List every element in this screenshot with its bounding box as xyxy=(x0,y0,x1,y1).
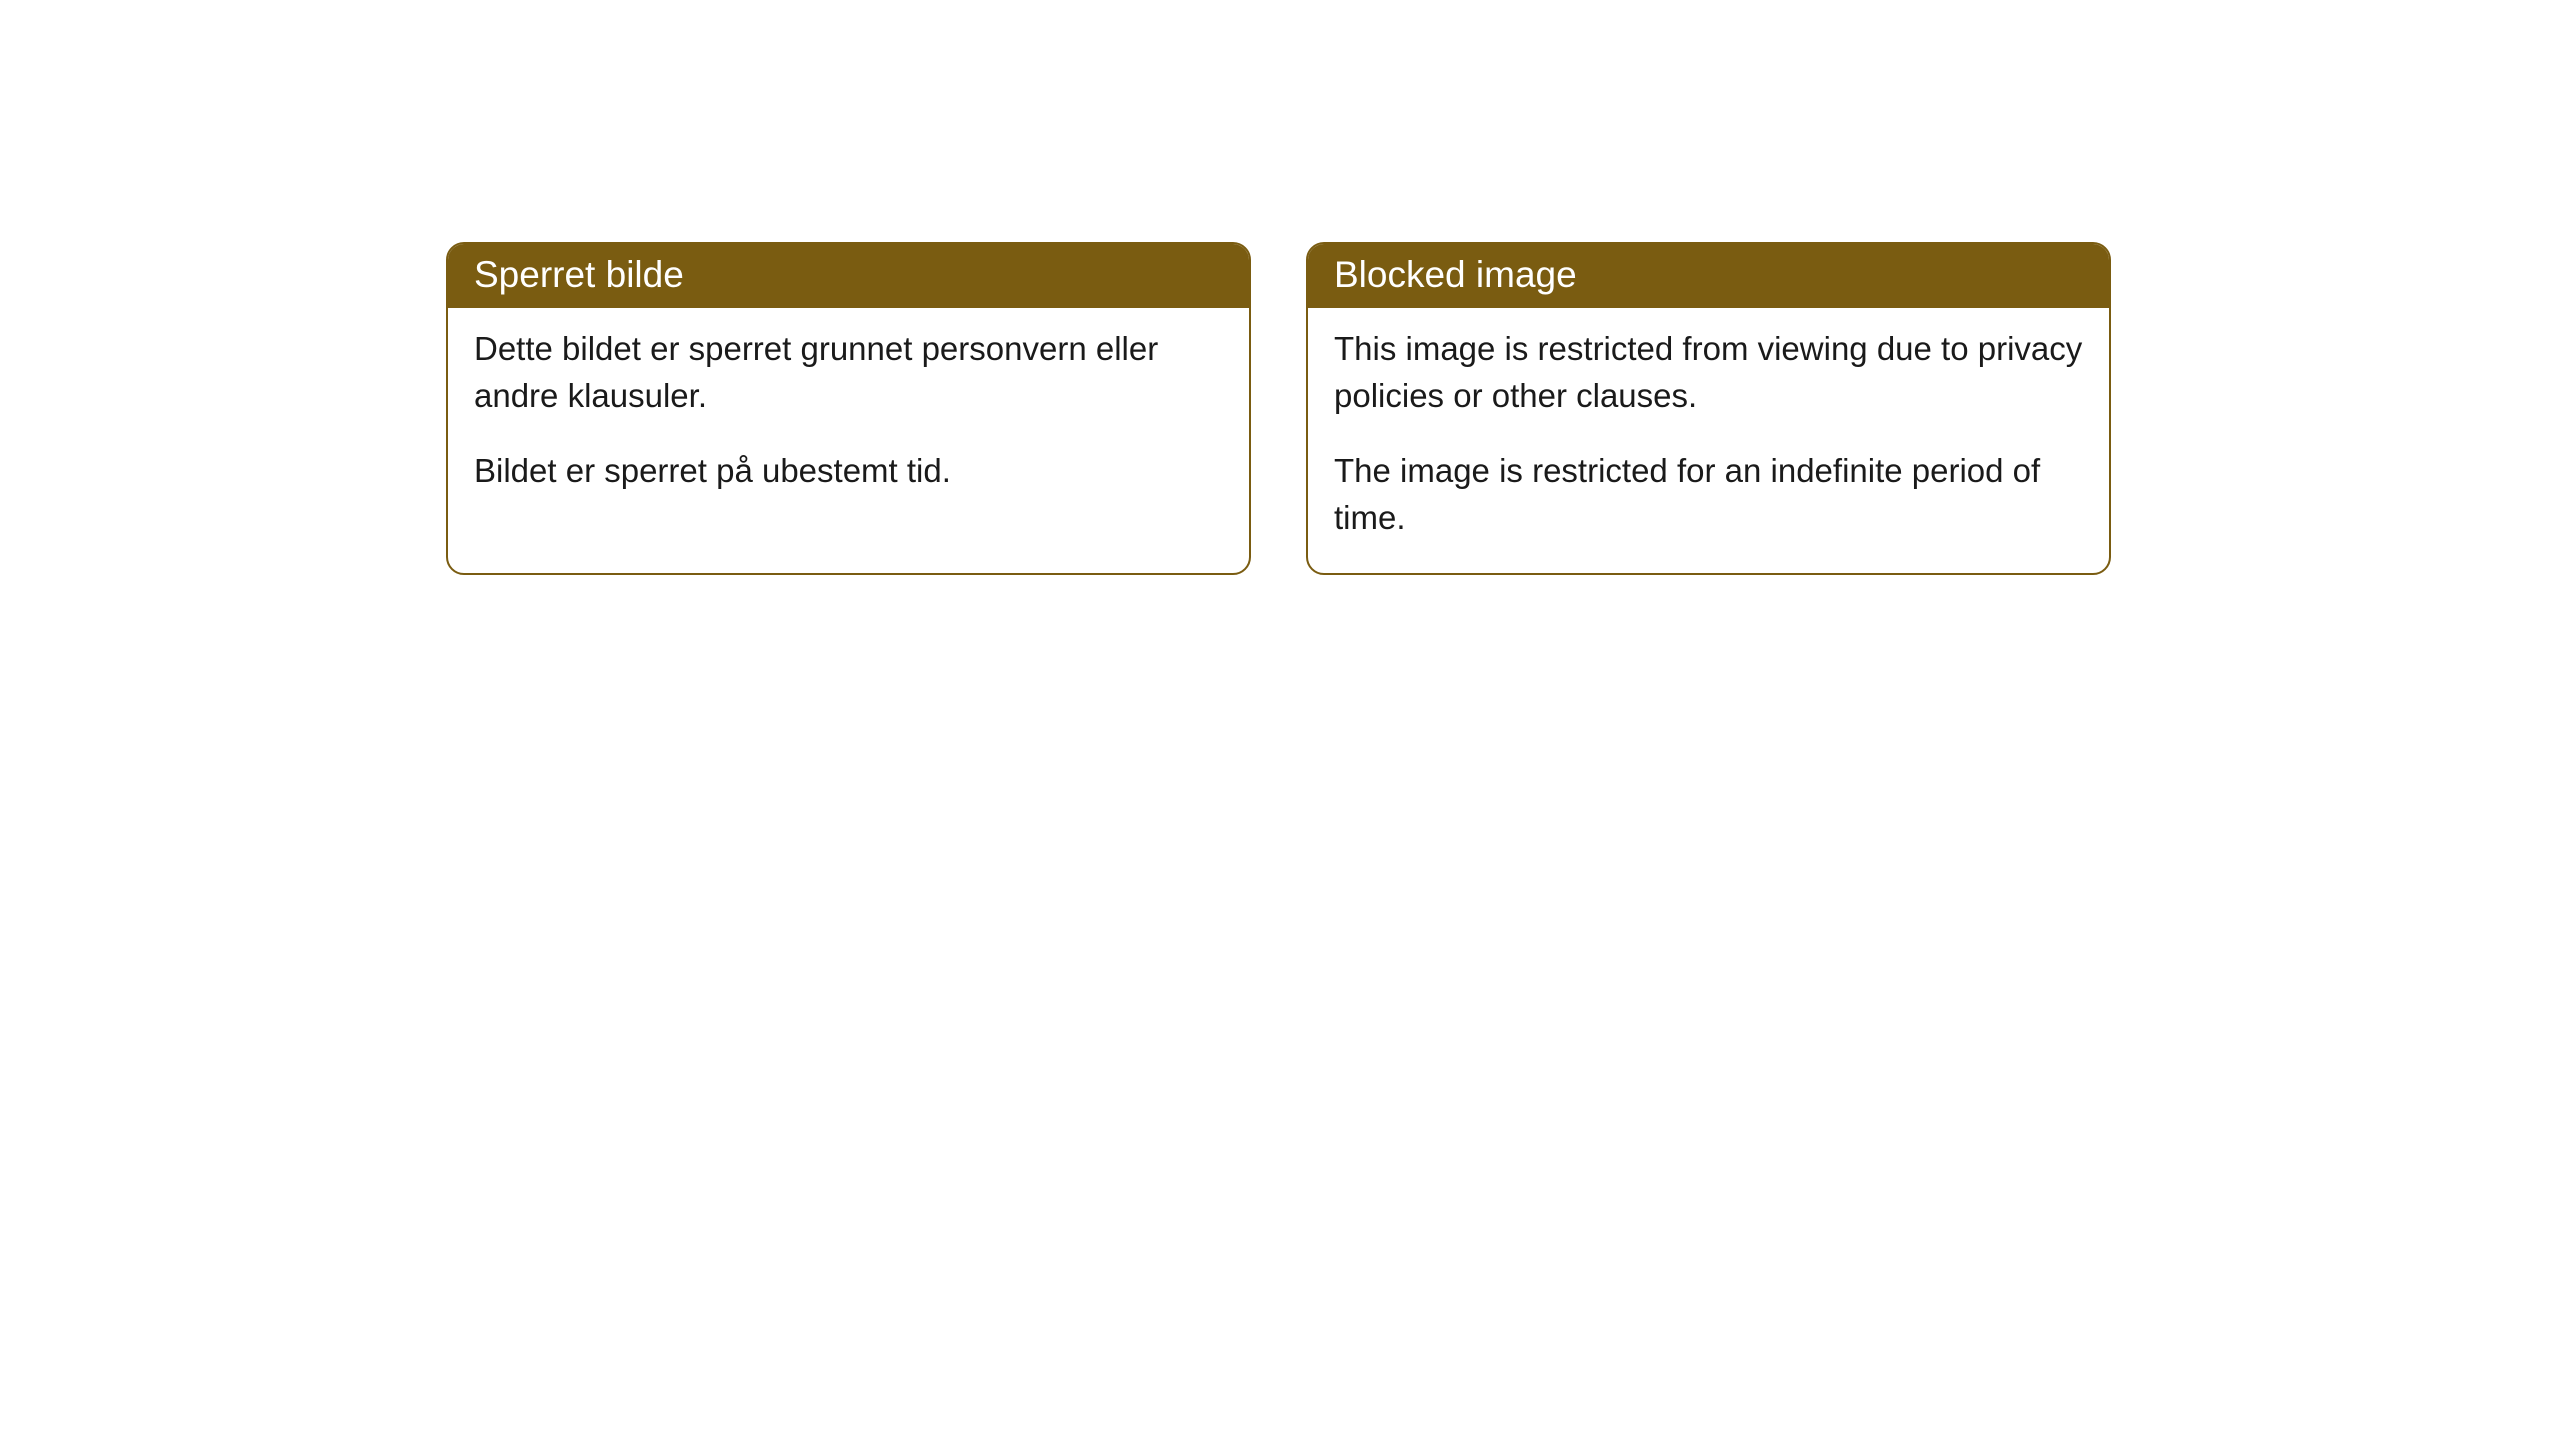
card-paragraph: Dette bildet er sperret grunnet personve… xyxy=(474,326,1223,420)
card-paragraph: Bildet er sperret på ubestemt tid. xyxy=(474,448,1223,495)
card-paragraph: The image is restricted for an indefinit… xyxy=(1334,448,2083,542)
notice-card-english: Blocked image This image is restricted f… xyxy=(1306,242,2111,575)
card-header: Sperret bilde xyxy=(448,244,1249,308)
card-paragraph: This image is restricted from viewing du… xyxy=(1334,326,2083,420)
card-header: Blocked image xyxy=(1308,244,2109,308)
card-title: Sperret bilde xyxy=(474,254,684,295)
card-body: Dette bildet er sperret grunnet personve… xyxy=(448,308,1249,527)
notice-cards-container: Sperret bilde Dette bildet er sperret gr… xyxy=(446,242,2111,575)
card-body: This image is restricted from viewing du… xyxy=(1308,308,2109,573)
card-title: Blocked image xyxy=(1334,254,1577,295)
notice-card-norwegian: Sperret bilde Dette bildet er sperret gr… xyxy=(446,242,1251,575)
